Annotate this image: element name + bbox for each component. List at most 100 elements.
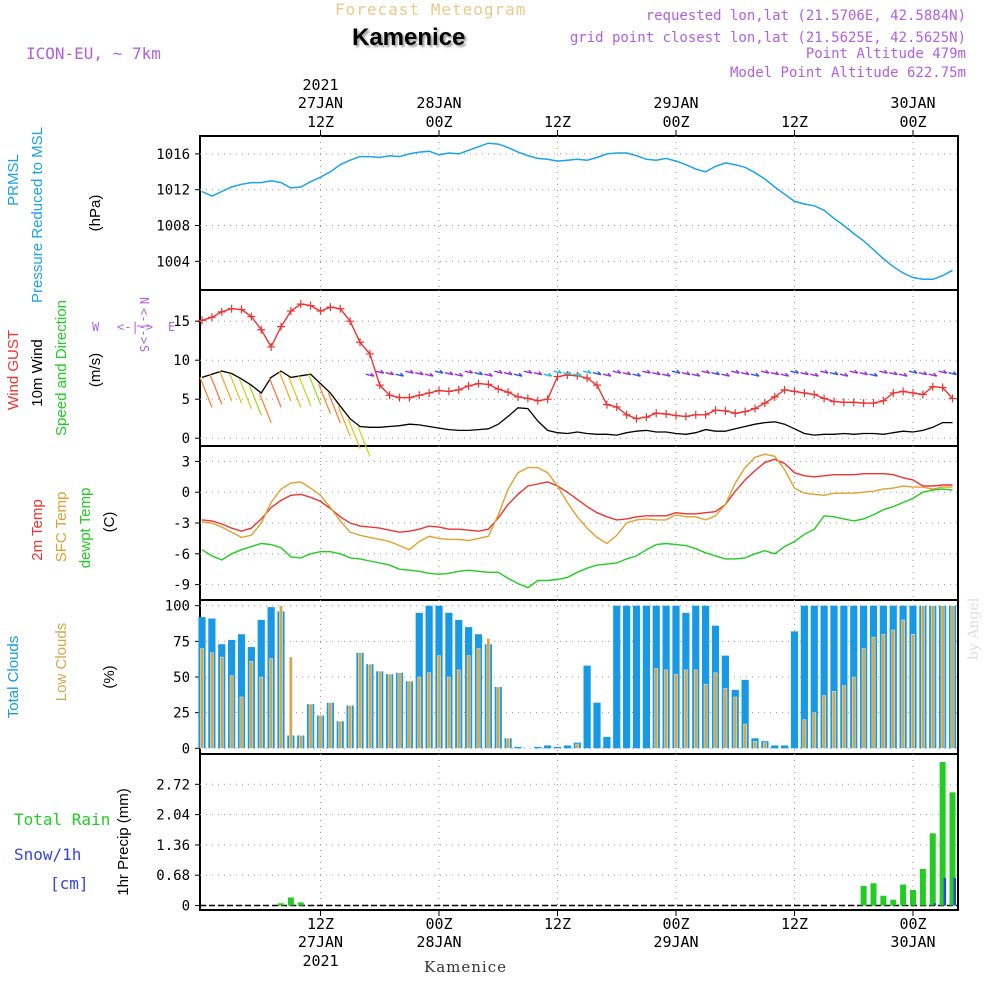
wind-direction-arrow <box>652 371 661 376</box>
low-cloud-bar <box>911 634 915 749</box>
snow-bar <box>933 903 937 906</box>
pressure-side-label: Pressure Reduced to MSL <box>29 127 46 303</box>
wind-direction-arrow <box>780 372 790 377</box>
rain-bar <box>919 868 926 906</box>
wind-direction-arrow <box>395 372 404 377</box>
value-label: 5 <box>182 392 190 408</box>
gust-marker <box>948 394 957 403</box>
gust-marker <box>642 413 651 422</box>
gust-side-label: Wind GUST <box>5 330 22 410</box>
gust-marker <box>652 409 661 418</box>
gust-marker <box>583 374 592 383</box>
wind-direction-arrow <box>278 370 292 402</box>
rain-bar <box>870 883 877 906</box>
direction-side-label: Speed and Direction <box>53 300 70 436</box>
wind-unit-label: (m/s) <box>87 353 104 387</box>
total-cloud-bar <box>613 605 621 749</box>
low-cloud-bar <box>713 672 718 749</box>
total-cloud-bar <box>623 605 631 749</box>
panel-frame <box>199 289 959 447</box>
wind-direction-arrow <box>839 372 849 377</box>
value-label: 75 <box>173 634 190 650</box>
value-label: 1004 <box>156 254 190 270</box>
low-cloud-bar <box>456 669 461 749</box>
wind-direction-arrow <box>415 371 424 376</box>
gust-marker <box>227 304 236 313</box>
wind-direction-arrow <box>327 392 341 424</box>
total-cloud-bar <box>830 605 838 749</box>
low-cloud-bar <box>950 605 955 749</box>
gust-marker <box>612 403 621 411</box>
gust-marker <box>336 304 345 313</box>
low-cloud-bar <box>249 661 254 749</box>
gust-marker <box>810 390 819 399</box>
rain-bar <box>910 889 916 906</box>
gust-marker <box>859 399 868 408</box>
time-label-top: 28JAN <box>416 94 461 112</box>
low-cloud-bar <box>210 652 214 749</box>
wind-side-label: 10m Wind <box>29 339 46 407</box>
gust-marker <box>523 394 532 403</box>
total-cloud-bar <box>593 702 601 749</box>
low-cloud-bar <box>348 705 352 749</box>
pressure-unit-label: (hPa) <box>87 195 104 232</box>
value-label: 1012 <box>156 183 190 199</box>
gust-marker <box>721 406 730 415</box>
low-cloud-bar <box>328 702 333 749</box>
gust-marker <box>395 393 404 402</box>
gust-marker <box>454 385 463 394</box>
wind-direction-arrow <box>523 369 533 374</box>
low-cloud-bar <box>377 671 382 749</box>
wind-direction-arrow <box>474 371 483 376</box>
total-cloud-bar <box>820 605 828 749</box>
gust-marker <box>593 381 601 390</box>
gust-marker <box>365 349 374 358</box>
pressure-line <box>201 142 953 281</box>
total-cloud-bar <box>771 745 779 749</box>
wind-direction-arrow <box>219 370 233 402</box>
wind-direction-arrow <box>770 371 780 376</box>
low-cloud-bar <box>417 676 422 749</box>
gust-marker <box>237 305 246 314</box>
wind-direction-arrow <box>740 371 750 376</box>
gust-marker <box>435 386 443 395</box>
low-cloud-bar <box>298 735 303 749</box>
low-cloud-bar <box>358 652 362 749</box>
gust-marker <box>277 322 285 331</box>
total-cloud-bar <box>702 605 710 749</box>
value-label: 10 <box>173 353 190 369</box>
low-cloud-bar <box>437 655 441 749</box>
low-cloud-bar <box>842 685 846 749</box>
wind-direction-arrow <box>790 369 799 374</box>
gust-marker <box>820 394 829 403</box>
low-cloud-bar <box>338 721 343 749</box>
compass-east: E <box>168 320 175 334</box>
low-cloud-side-label: Low Clouds <box>53 623 70 701</box>
gust-marker <box>425 388 434 397</box>
value-label: -9 <box>173 578 190 594</box>
total-cloud-bar <box>514 746 522 749</box>
time-label-top: 00Z <box>899 113 926 131</box>
gust-marker <box>316 307 325 316</box>
time-label-top: 12Z <box>307 113 334 131</box>
compass-west: W <box>92 320 100 334</box>
panel-frame <box>199 753 959 911</box>
time-label-bottom: 28JAN <box>416 933 461 951</box>
low-cloud-bar <box>940 605 945 749</box>
wind-direction-arrow <box>869 372 878 377</box>
gust-marker <box>267 342 276 351</box>
gust-marker <box>681 412 690 421</box>
cloud-unit-label: (%) <box>101 665 118 688</box>
time-label-bottom: 27JAN <box>298 933 343 951</box>
time-label-bottom: 12Z <box>781 915 808 933</box>
value-label: 0 <box>182 431 190 447</box>
low-cloud-bar <box>397 672 402 749</box>
wind-direction-arrow <box>494 369 503 374</box>
precip-unit-label: 1hr Precip (mm) <box>115 788 132 896</box>
gust-marker <box>326 303 335 312</box>
wind-direction-arrow <box>681 371 691 376</box>
gust-marker <box>899 387 908 396</box>
wind-direction-arrow <box>898 372 908 377</box>
total-cloud-bar <box>237 634 246 749</box>
gust-marker <box>741 407 750 416</box>
